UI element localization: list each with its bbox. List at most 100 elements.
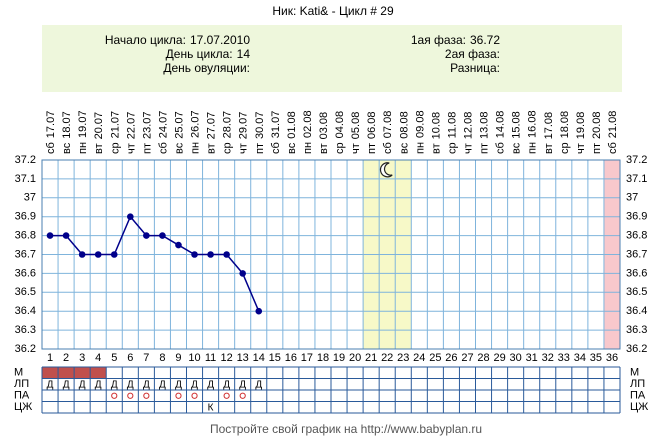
date-label: пт 06.08 (366, 111, 378, 154)
weekday: сб (382, 142, 394, 154)
date-label: пн 26.07 (189, 110, 201, 154)
field-value: 17.07.2010 (190, 33, 250, 47)
y-tick-label: 36.8 (15, 230, 36, 242)
date-label: вт 27.07 (205, 112, 217, 154)
date-label: чт 05.08 (350, 112, 362, 154)
date: 07.08 (382, 111, 394, 139)
row-label: ПА (14, 390, 30, 402)
x-tick-label: 35 (590, 352, 602, 364)
weekday: чт (575, 143, 587, 154)
date: 23.07 (141, 111, 153, 139)
weekday: ср (446, 142, 458, 154)
date-label: вт 17.08 (543, 112, 555, 154)
field-label: Начало цикла: (105, 33, 186, 47)
weekday: вс (61, 142, 73, 154)
date: 27.07 (205, 112, 217, 140)
x-tick-label: 1 (47, 352, 53, 364)
y-tick-label: 36.4 (15, 305, 36, 317)
x-tick-label: 3 (79, 352, 85, 364)
row-cell: Д (95, 379, 102, 390)
weekday: сб (157, 142, 169, 154)
y-tick-label-right: 36.8 (626, 230, 647, 242)
date: 20.07 (93, 112, 105, 140)
x-tick-label: 25 (429, 352, 441, 364)
weekday: пн (77, 142, 89, 154)
weekday: вт (205, 143, 217, 154)
date-label: пн 02.08 (302, 110, 314, 154)
pa-circle (127, 392, 134, 399)
field-label: День овуляции: (163, 61, 250, 75)
header-field: 1ая фаза: 36.72 (411, 33, 500, 47)
x-tick-label: 34 (574, 352, 586, 364)
date: 11.08 (446, 112, 458, 139)
x-tick-label: 26 (445, 352, 457, 364)
date: 01.08 (286, 111, 298, 139)
date-label: пн 09.08 (414, 110, 426, 154)
y-tick-label: 37.1 (15, 173, 36, 185)
date: 14.08 (494, 111, 506, 139)
date: 29.07 (238, 112, 250, 140)
field-label: Разница: (450, 61, 500, 75)
date-label: сб 21.08 (607, 111, 619, 154)
menstruation-cell (42, 367, 59, 379)
plot-border (41, 159, 621, 350)
date-label: ср 04.08 (334, 111, 346, 154)
date: 15.08 (511, 111, 523, 139)
row-label-right: ПА (630, 390, 646, 402)
y-tick-label: 36.2 (15, 343, 36, 355)
weekday: пт (141, 143, 153, 154)
date: 21.08 (607, 111, 619, 139)
date-label: сб 14.08 (494, 111, 506, 154)
row-label-right: ЛП (630, 378, 645, 390)
weekday: вт (318, 143, 330, 154)
weekday: ср (222, 142, 234, 154)
y-tick-label-right: 36.3 (626, 324, 647, 336)
weekday: сб (270, 142, 282, 154)
x-tick-label: 27 (461, 352, 473, 364)
date-label: сб 24.07 (157, 111, 169, 154)
row-cell: Д (255, 379, 262, 390)
x-tick-label: 36 (606, 352, 618, 364)
field-label: 1ая фаза: (411, 33, 466, 47)
header-box (42, 25, 622, 92)
row-label: ЛП (14, 378, 29, 390)
date-label: вс 01.08 (286, 111, 298, 154)
temperature-point (46, 232, 54, 239)
header-field: Начало цикла: 17.07.2010 (105, 33, 251, 47)
temperature-point (127, 213, 134, 220)
row-cell: Д (143, 379, 150, 390)
date: 19.08 (575, 112, 587, 140)
temperature-point (110, 251, 118, 258)
weekday: ср (559, 142, 571, 154)
menstruation-cell (58, 367, 75, 379)
date-label: чт 12.08 (462, 112, 474, 154)
date: 21.07 (109, 111, 121, 139)
row-cell: Д (207, 379, 214, 390)
pa-circle (143, 392, 150, 399)
date-label: ср 11.08 (446, 112, 458, 154)
x-tick-label: 6 (127, 352, 133, 364)
y-tick-label-right: 36.9 (626, 211, 647, 223)
date: 24.07 (157, 111, 169, 139)
temperature-point (78, 251, 86, 258)
x-tick-label: 30 (510, 352, 522, 364)
x-tick-label: 2 (63, 352, 69, 364)
header-field: Разница: (450, 61, 500, 75)
date: 17.07 (45, 111, 57, 139)
date: 08.08 (398, 111, 410, 139)
weekday: чт (238, 143, 250, 154)
row-label: М (14, 367, 23, 379)
weekday: пт (254, 143, 266, 154)
temperature-point (239, 270, 246, 277)
date-label: пт 23.07 (141, 111, 153, 154)
chart-title: Ник: Kati& - Цикл # 29 (272, 4, 394, 18)
date: 22.07 (125, 112, 137, 140)
date-label: пн 19.07 (77, 110, 89, 154)
y-tick-label-right: 36.7 (626, 248, 647, 260)
row-label-right: М (630, 367, 639, 379)
date: 16.08 (527, 110, 539, 138)
date-label: вт 10.08 (430, 112, 442, 154)
date-label: вт 03.08 (318, 112, 330, 154)
date: 06.08 (366, 111, 378, 139)
x-tick-label: 23 (397, 352, 409, 364)
